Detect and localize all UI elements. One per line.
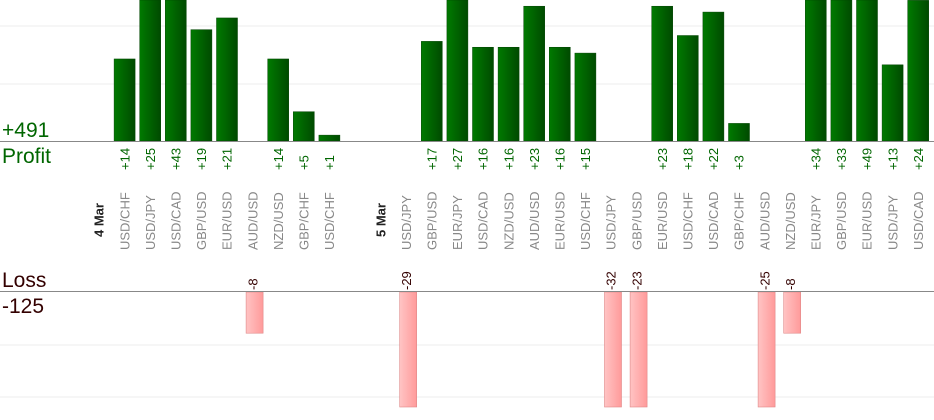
pair-label: EUR/USD (860, 191, 875, 250)
profit-value-label: +43 (168, 148, 183, 170)
loss-value-label: -29 (399, 271, 414, 290)
profit-bar (421, 41, 443, 142)
profit-bar (190, 29, 213, 142)
profit-bar (728, 123, 750, 142)
pair-label: GBP/USD (194, 191, 209, 250)
profit-bar (472, 46, 494, 142)
profit-value-label: +25 (143, 148, 158, 170)
pair-label: GBP/CHF (732, 192, 747, 250)
profit-bar (446, 0, 469, 142)
pair-label: EUR/JPY (450, 195, 465, 250)
profit-value-label: +16 (501, 148, 516, 170)
loss-bar (245, 291, 264, 334)
profit-label: Profit (2, 145, 51, 168)
profit-bar (677, 35, 699, 142)
pair-label: AUD/USD (245, 191, 260, 250)
pair-label: GBP/USD (834, 191, 849, 250)
pair-label: USD/JPY (604, 195, 619, 250)
pair-label: NZD/USD (783, 192, 798, 250)
pair-label: USD/JPY (399, 195, 414, 250)
profit-value-label: +23 (655, 148, 670, 170)
profit-value-label: +19 (194, 148, 209, 170)
pair-label: USD/CHF (680, 192, 695, 250)
loss-value-label: -23 (629, 271, 644, 290)
loss-value-label: -25 (757, 271, 772, 290)
profit-total: +491 (2, 119, 49, 142)
profit-value-label: +23 (527, 148, 542, 170)
pair-label: EUR/USD (655, 191, 670, 250)
profit-bar (805, 0, 827, 142)
profit-bar (293, 111, 315, 142)
loss-value-label: -8 (783, 278, 798, 290)
profit-bar (549, 46, 571, 142)
pair-label: NZD/USD (271, 192, 286, 250)
pair-label: GBP/USD (424, 191, 439, 250)
pair-label: USD/JPY (885, 195, 900, 250)
profit-bar (139, 0, 161, 142)
profit-value-label: +3 (732, 155, 747, 170)
profit-bar (907, 0, 929, 142)
profit-bar (702, 11, 725, 142)
pair-label: USD/CAD (476, 191, 491, 250)
pair-label: EUR/USD (220, 191, 235, 250)
pair-label: USD/JPY (143, 195, 158, 250)
profit-bar (113, 58, 136, 142)
profit-value-label: +22 (706, 148, 721, 170)
profit-value-label: +13 (885, 148, 900, 170)
profit-value-label: +14 (271, 148, 286, 170)
profit-value-label: +1 (322, 155, 337, 170)
profit-value-label: +5 (296, 155, 311, 170)
date-label: 5 Mar (373, 203, 388, 237)
pair-label: USD/CAD (706, 191, 721, 250)
profit-bar (497, 46, 520, 142)
pair-label: AUD/USD (757, 191, 772, 250)
profit-bar (574, 52, 597, 142)
profit-bar (830, 0, 853, 142)
profit-value-label: +18 (680, 148, 695, 170)
pair-label: EUR/JPY (808, 195, 823, 250)
profit-value-label: +14 (117, 148, 132, 170)
profit-value-label: +16 (552, 148, 567, 170)
profit-value-label: +24 (911, 148, 926, 170)
profit-value-label: +34 (808, 148, 823, 170)
pair-label: GBP/USD (629, 191, 644, 250)
profit-bar (856, 0, 878, 142)
pair-label: USD/CAD (911, 191, 926, 250)
profit-bar (881, 64, 904, 142)
pair-label: GBP/CHF (296, 192, 311, 250)
pair-label: USD/CHF (322, 192, 337, 250)
pair-label: USD/CHF (578, 192, 593, 250)
loss-bar (783, 291, 802, 334)
pair-label: EUR/USD (552, 191, 567, 250)
date-label: 4 Mar (92, 203, 107, 237)
pair-label: NZD/USD (501, 192, 516, 250)
profit-bar (216, 17, 238, 142)
profit-value-label: +21 (220, 148, 235, 170)
loss-bar (757, 291, 776, 408)
profit-bar (651, 5, 673, 142)
loss-total: -125 (2, 295, 44, 318)
profit-bar (267, 58, 289, 142)
profit-bar (523, 5, 545, 142)
profit-value-label: +33 (834, 148, 849, 170)
loss-bar (399, 291, 418, 408)
profit-value-label: +16 (476, 148, 491, 170)
pair-label: AUD/USD (527, 191, 542, 250)
profit-value-label: +27 (450, 148, 465, 170)
profit-bar (318, 134, 341, 142)
profit-value-label: +15 (578, 148, 593, 170)
pair-label: USD/CHF (117, 192, 132, 250)
loss-value-label: -32 (604, 271, 619, 290)
loss-label: Loss (2, 269, 46, 292)
loss-value-label: -8 (245, 278, 260, 290)
profit-value-label: +17 (424, 148, 439, 170)
loss-bar (604, 291, 622, 408)
profit-bar (165, 0, 187, 142)
pair-label: USD/CAD (168, 191, 183, 250)
loss-bar (629, 291, 648, 408)
profit-value-label: +49 (860, 148, 875, 170)
